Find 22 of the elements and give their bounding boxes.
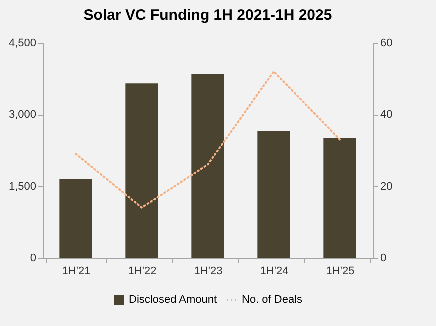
bar: [192, 74, 224, 258]
y2-tick-label: 20: [380, 180, 393, 193]
line-series: [75, 70, 341, 209]
bar: [126, 84, 158, 258]
x-tick-label: 1H'23: [194, 266, 223, 278]
bar: [324, 138, 356, 258]
x-tick-label: 1H'24: [260, 266, 289, 278]
y-tick-label: 0: [30, 252, 36, 264]
legend-label: Disclosed Amount: [129, 294, 218, 306]
x-tick-label: 1H'25: [326, 266, 355, 278]
chart-title: Solar VC Funding 1H 2021-1H 2025: [84, 7, 332, 24]
y2-tick-label: 0: [380, 252, 387, 264]
legend-label: No. of Deals: [242, 294, 304, 306]
y2-tick-label: 60: [380, 38, 393, 50]
bar: [258, 131, 290, 258]
x-tick-label: 1H'21: [62, 266, 91, 278]
y-tick-label: 4,500: [8, 38, 36, 50]
y2-tick-label: 40: [380, 109, 393, 122]
y-tick-label: 3,000: [8, 109, 36, 122]
y-tick-label: 1,500: [8, 180, 36, 193]
x-tick-label: 1H'22: [128, 266, 157, 278]
bar: [60, 179, 92, 258]
